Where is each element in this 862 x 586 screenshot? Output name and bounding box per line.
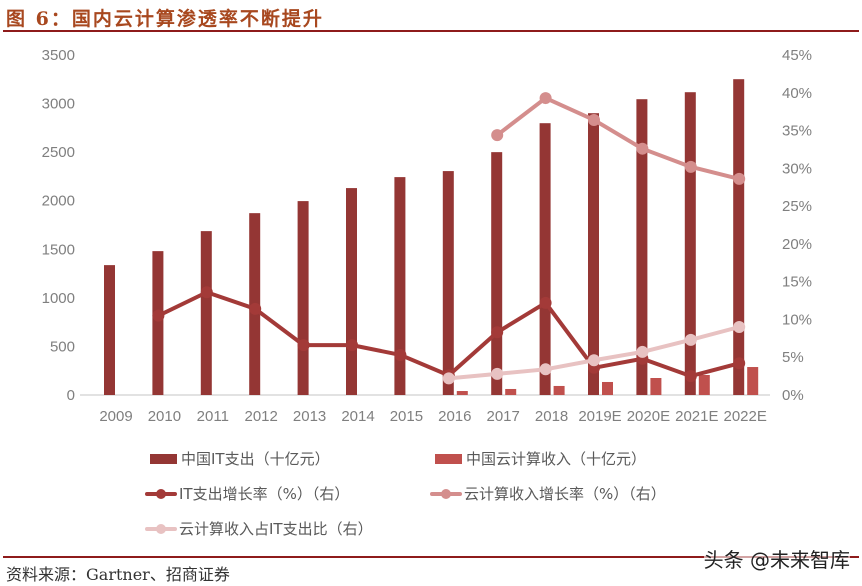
line-cloud-growth — [495, 96, 740, 181]
combo-chart: 0 500 1000 1500 2000 2500 3000 3500 0% 5% 10% 15% 20… — [42, 47, 812, 425]
source-divider — [3, 556, 859, 558]
bar-it-spend — [733, 79, 745, 395]
legend-item-it-spend: 中国IT支出（十亿元） — [150, 448, 330, 469]
legend-label: 中国IT支出（十亿元） — [181, 450, 330, 468]
data-point-marker — [636, 142, 649, 155]
bar-it-spend — [297, 201, 309, 395]
legend-swatch-cloud-share — [145, 523, 177, 535]
bar-cloud-revenue — [456, 391, 468, 395]
left-axis-tick: 1500 — [42, 241, 75, 258]
data-point-marker — [491, 326, 504, 339]
legend-item-it-growth: IT支出增长率（%）（右） — [145, 483, 349, 504]
data-point-marker — [249, 302, 262, 315]
bar-cloud-revenue — [698, 374, 710, 395]
legend-swatch-cloud-revenue — [435, 453, 462, 464]
x-axis-tick: 2013 — [293, 408, 326, 425]
x-axis-tick: 2014 — [341, 408, 374, 425]
data-point-marker — [539, 296, 552, 309]
x-axis-tick: 2018 — [535, 408, 568, 425]
left-axis-tick: 1000 — [42, 290, 75, 307]
legend-label: 云计算收入占IT支出比（右） — [179, 520, 373, 538]
left-axis-tick: 500 — [50, 338, 75, 355]
data-point-marker — [733, 357, 746, 370]
data-point-marker — [684, 370, 697, 383]
left-axis-tick: 0 — [67, 387, 75, 404]
bar-it-spend — [104, 265, 115, 395]
legend-swatch-it-growth — [145, 488, 177, 500]
data-point-marker — [297, 339, 310, 352]
data-point-marker — [491, 367, 504, 380]
x-axis-tick: 2020E — [627, 408, 670, 425]
right-axis-tick: 40% — [782, 85, 812, 102]
data-point-marker — [394, 348, 407, 361]
data-point-marker — [346, 339, 358, 352]
data-point-marker — [684, 160, 697, 173]
bar-it-spend — [346, 188, 357, 395]
bar-cloud-revenue — [553, 385, 565, 395]
right-axis-tick: 0% — [782, 387, 804, 404]
data-point-marker — [588, 113, 600, 126]
legend-label: 云计算收入增长率（%）（右） — [464, 485, 666, 503]
legend-item-cloud-growth: 云计算收入增长率（%）（右） — [430, 483, 666, 504]
x-axis-tick: 2010 — [148, 408, 181, 425]
left-axis-tick: 2500 — [42, 144, 75, 161]
right-axis-tick: 25% — [782, 198, 812, 215]
left-axis-tick: 2000 — [42, 193, 75, 210]
chart-title: 图 6：国内云计算渗透率不断提升 — [6, 8, 324, 30]
left-axis-tick: 3000 — [42, 96, 75, 113]
bar-cloud-revenue — [602, 381, 613, 395]
data-point-marker — [539, 92, 552, 105]
bar-it-spend — [200, 231, 212, 395]
bar-it-spend — [491, 152, 503, 395]
x-axis-tick: 2015 — [390, 408, 423, 425]
bar-it-spend — [684, 92, 696, 395]
legend-label: 中国云计算收入（十亿元） — [466, 450, 647, 468]
bar-cloud-revenue — [747, 367, 759, 395]
right-axis-tick: 15% — [782, 274, 812, 291]
x-axis-tick: 2022E — [724, 408, 767, 425]
data-point-marker — [588, 354, 600, 367]
data-point-marker — [442, 372, 455, 385]
data-point-marker — [684, 333, 697, 346]
data-point-marker — [539, 363, 552, 376]
legend-label: IT支出增长率（%）（右） — [179, 485, 350, 503]
bar-it-spend — [588, 113, 599, 395]
bar-it-spend — [394, 177, 406, 395]
watermark: 头条 @未来智库 — [703, 544, 850, 573]
data-point-marker — [491, 129, 504, 142]
data-point-marker — [152, 309, 165, 322]
bar-it-spend — [539, 123, 551, 396]
right-axis-tick: 30% — [782, 160, 812, 177]
x-axis-tick: 2011 — [197, 408, 229, 425]
right-axis-tick: 5% — [782, 349, 804, 366]
x-axis-tick: 2009 — [99, 408, 132, 425]
x-axis-tick: 2012 — [245, 408, 278, 425]
right-axis-tick: 35% — [782, 123, 812, 140]
left-axis-tick: 3500 — [42, 47, 75, 64]
x-axis-tick: 2016 — [438, 408, 471, 425]
legend-swatch-it-spend — [150, 453, 177, 464]
bar-it-spend — [442, 171, 454, 395]
bar-cloud-revenue — [650, 378, 662, 395]
right-axis-tick: 10% — [782, 311, 812, 328]
data-point-marker — [733, 172, 746, 185]
right-axis-tick: 20% — [782, 236, 812, 253]
right-axis-tick: 45% — [782, 47, 812, 64]
data-point-marker — [200, 286, 213, 299]
source-note: 资料来源：Gartner、招商证券 — [6, 565, 230, 584]
x-axis-tick: 2017 — [487, 408, 520, 425]
legend-swatch-cloud-growth — [430, 488, 462, 500]
x-axis-tick: 2019E — [578, 408, 621, 425]
legend-item-cloud-share: 云计算收入占IT支出比（右） — [145, 518, 373, 539]
legend-item-cloud-revenue: 中国云计算收入（十亿元） — [435, 448, 646, 469]
bar-it-spend — [636, 99, 648, 395]
bar-cloud-revenue — [505, 388, 517, 395]
data-point-marker — [636, 345, 649, 358]
title-divider — [3, 30, 859, 32]
x-axis-tick: 2021E — [675, 408, 718, 425]
bar-it-spend — [152, 251, 164, 395]
data-point-marker — [733, 321, 746, 333]
